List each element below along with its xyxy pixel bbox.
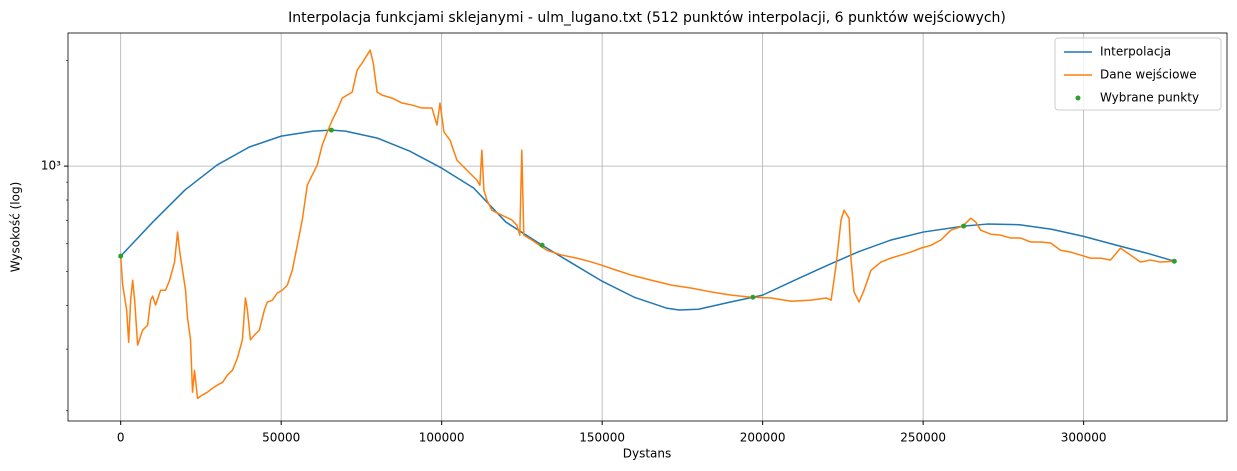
x-axis-label: Dystans: [623, 447, 672, 461]
x-tick-label: 50000: [262, 431, 300, 445]
data-point: [328, 127, 334, 133]
legend-label: Interpolacja: [1100, 45, 1171, 59]
chart-title: Interpolacja funkcjami sklejanymi - ulm_…: [288, 10, 1006, 26]
data-point: [1171, 258, 1177, 264]
data-point: [539, 242, 545, 248]
legend-marker: [1075, 95, 1081, 101]
y-axis-label: Wysokość (log): [9, 182, 23, 273]
data-point: [750, 294, 756, 300]
plot-frame: [67, 32, 1228, 422]
x-tick-label: 150000: [579, 431, 625, 445]
data-point: [961, 223, 967, 229]
y-tick-label: 10³: [41, 159, 61, 173]
series-line: [119, 49, 1175, 400]
x-tick-label: 100000: [419, 431, 465, 445]
legend: Interpolacja Dane wejściowe Wybrane punkty: [1054, 37, 1222, 111]
x-tick-label: 250000: [900, 431, 946, 445]
legend-box: [1054, 37, 1222, 111]
series-line: [120, 129, 1175, 311]
x-tick-label: 0: [117, 431, 125, 445]
legend-label: Dane wejściowe: [1100, 68, 1197, 82]
data-point: [118, 253, 124, 259]
x-tick-label: 300000: [1061, 431, 1107, 445]
x-tick-label: 200000: [740, 431, 786, 445]
legend-label: Wybrane punkty: [1100, 91, 1199, 105]
